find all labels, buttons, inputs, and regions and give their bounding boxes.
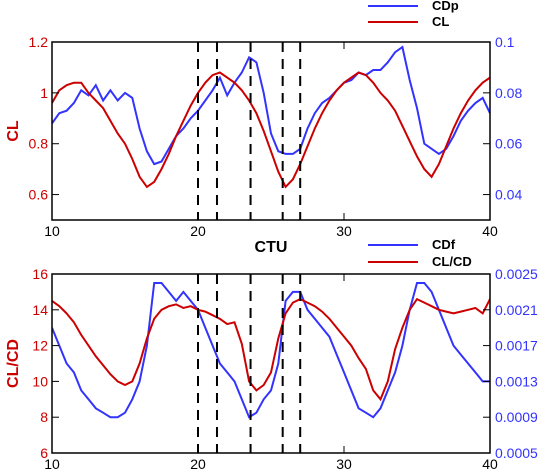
y2-tick-label: 0.0017 [495, 338, 538, 354]
x-tick-label: 30 [336, 223, 352, 239]
y-tick-label: 16 [32, 266, 48, 282]
y2-tick-label: 0.0021 [495, 302, 538, 318]
plot-frame [51, 273, 491, 454]
x-tick-label: 40 [482, 456, 498, 472]
y2-tick-label: 0.0013 [495, 373, 538, 389]
y-tick-label: 10 [32, 373, 48, 389]
y-axis-label: CL [5, 120, 22, 142]
y-tick-label: 12 [32, 338, 48, 354]
y-tick-label: 1.2 [29, 34, 49, 50]
series-line-cdf [52, 282, 490, 419]
y2-tick-label: 0.08 [495, 85, 522, 101]
y2-tick-label: 0.0025 [495, 266, 538, 282]
x-tick-label: 10 [44, 223, 60, 239]
y-tick-label: 0.8 [29, 136, 49, 152]
y2-tick-label: 0.04 [495, 187, 522, 203]
legend-label: CDp [432, 0, 459, 13]
legend-label: CDf [432, 237, 456, 252]
plot-frame [51, 41, 491, 221]
y-axis-label: CL/CD [5, 339, 22, 388]
y2-tick-label: 0.1 [495, 34, 515, 50]
x-tick-label: 10 [44, 456, 60, 472]
x-axis-label: CTU [255, 239, 288, 256]
x-tick-label: 30 [336, 456, 352, 472]
y2-tick-label: 0.0005 [495, 445, 538, 461]
y2-tick-label: 0.0009 [495, 409, 538, 425]
y-tick-label: 8 [40, 409, 48, 425]
x-tick-label: 40 [482, 223, 498, 239]
y-tick-label: 1 [40, 85, 48, 101]
x-tick-label: 20 [190, 456, 206, 472]
y-tick-label: 14 [32, 302, 48, 318]
legend-label: CL/CD [432, 254, 472, 269]
series-line-cl [52, 71, 490, 189]
series-line-cl-cd [52, 297, 490, 402]
x-tick-label: 20 [190, 223, 206, 239]
y-tick-label: 6 [40, 445, 48, 461]
top-chart: 10 20 30 400.60.811.20.040.060.080.1CTUCLCD… [5, 0, 522, 256]
y-tick-label: 0.6 [29, 187, 49, 203]
legend-label: CL [432, 14, 449, 29]
series-line-cdp [52, 45, 490, 166]
y2-tick-label: 0.06 [495, 136, 522, 152]
bottom-chart: 10 20 30 40 6 8 10 12 14 16 0.0005 0.0009 0.0013 0.00… [5, 237, 538, 472]
